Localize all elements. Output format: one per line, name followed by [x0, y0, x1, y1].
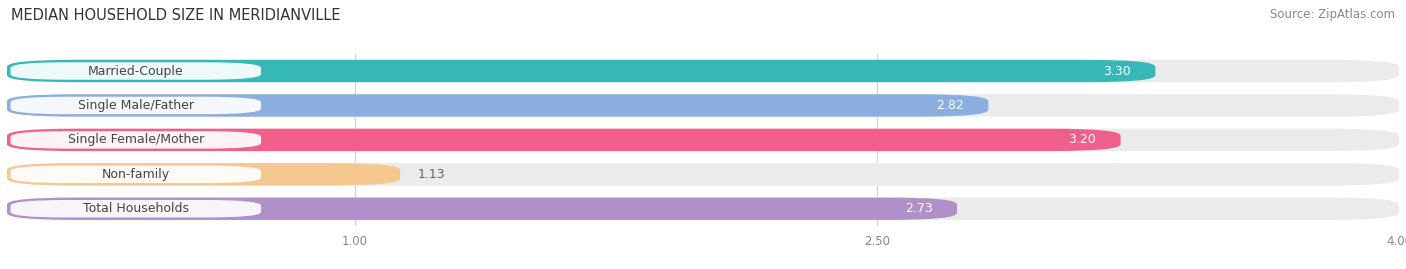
FancyBboxPatch shape: [7, 197, 957, 220]
Text: MEDIAN HOUSEHOLD SIZE IN MERIDIANVILLE: MEDIAN HOUSEHOLD SIZE IN MERIDIANVILLE: [11, 8, 340, 23]
FancyBboxPatch shape: [10, 62, 262, 80]
Text: Total Households: Total Households: [83, 202, 188, 215]
Text: 2.73: 2.73: [905, 202, 932, 215]
FancyBboxPatch shape: [7, 94, 988, 117]
Text: Source: ZipAtlas.com: Source: ZipAtlas.com: [1270, 8, 1395, 21]
Text: Married-Couple: Married-Couple: [89, 65, 184, 77]
FancyBboxPatch shape: [10, 166, 262, 183]
Text: 2.82: 2.82: [936, 99, 965, 112]
FancyBboxPatch shape: [7, 129, 1121, 151]
FancyBboxPatch shape: [7, 129, 1399, 151]
FancyBboxPatch shape: [10, 131, 262, 148]
FancyBboxPatch shape: [7, 197, 1399, 220]
Text: 3.30: 3.30: [1104, 65, 1130, 77]
FancyBboxPatch shape: [10, 97, 262, 114]
Text: 3.20: 3.20: [1069, 133, 1097, 146]
FancyBboxPatch shape: [7, 60, 1399, 82]
FancyBboxPatch shape: [7, 60, 1156, 82]
Text: 1.13: 1.13: [418, 168, 446, 181]
Text: Single Male/Father: Single Male/Father: [77, 99, 194, 112]
Text: Single Female/Mother: Single Female/Mother: [67, 133, 204, 146]
FancyBboxPatch shape: [7, 163, 1399, 186]
FancyBboxPatch shape: [10, 200, 262, 217]
FancyBboxPatch shape: [7, 94, 1399, 117]
FancyBboxPatch shape: [7, 163, 401, 186]
Text: Non-family: Non-family: [101, 168, 170, 181]
